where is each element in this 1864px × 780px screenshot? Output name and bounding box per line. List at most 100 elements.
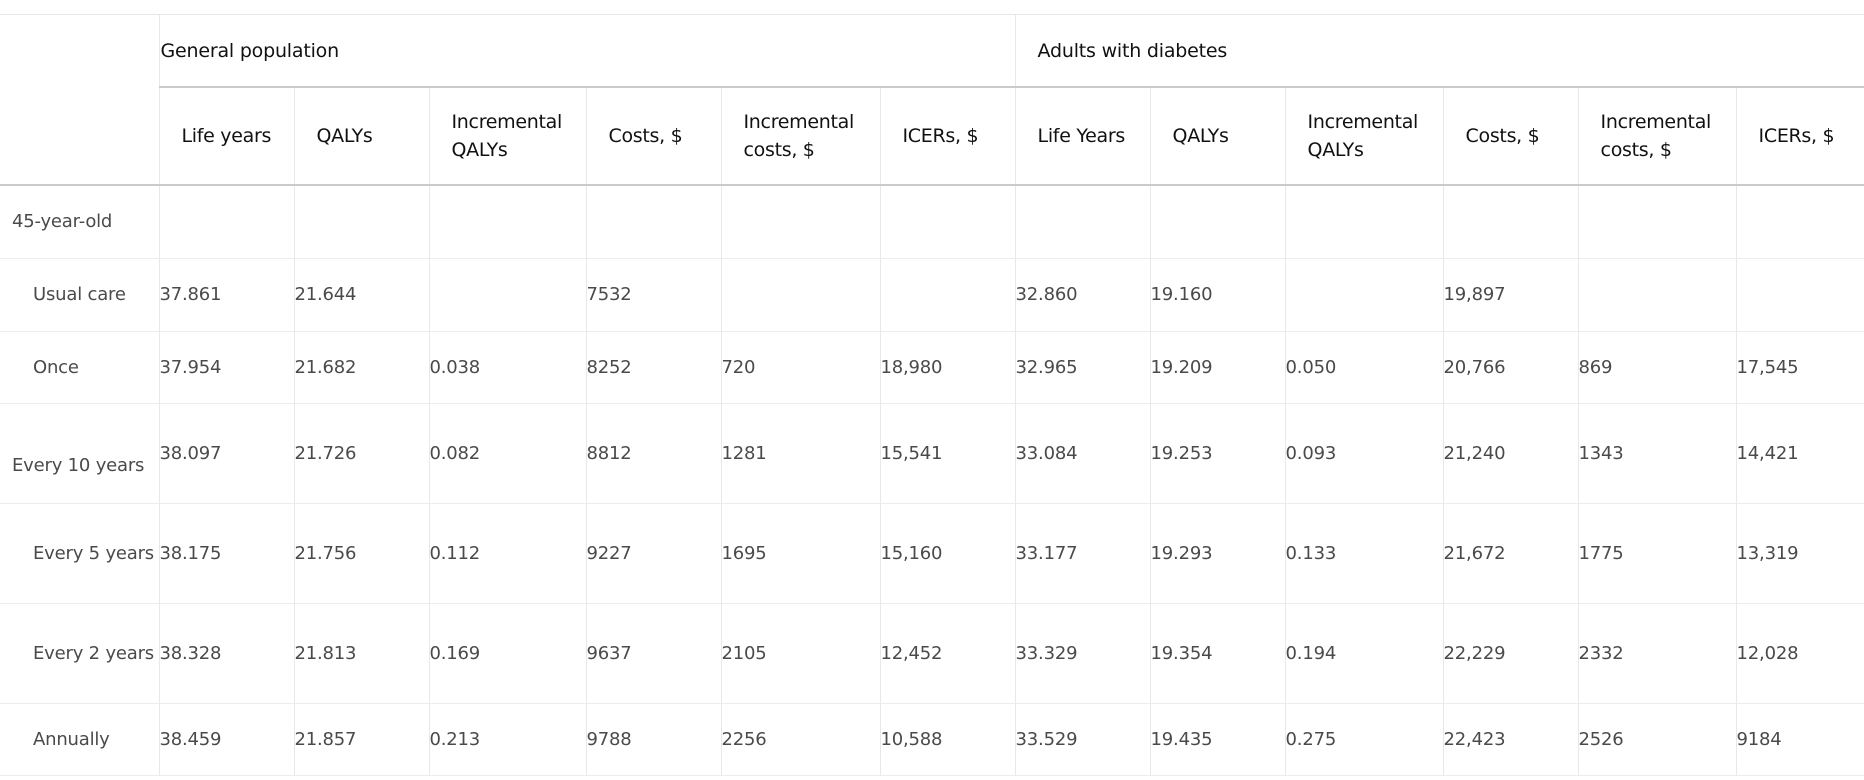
table-cell: 1775 [1577, 503, 1737, 604]
table-cell [1442, 185, 1579, 259]
table-cell: 9184 [1735, 703, 1864, 776]
table-cell: 13,319 [1735, 503, 1864, 604]
table-cell: 21,672 [1442, 503, 1579, 604]
table-cell: 21.756 [293, 503, 429, 604]
table-cell: 33.177 [1014, 503, 1151, 604]
table-top-border [0, 14, 1864, 15]
table-cell: 0.093 [1284, 403, 1444, 504]
table-cell: 8252 [585, 331, 721, 404]
table-cell: 37.954 [158, 331, 294, 404]
table-cell [428, 185, 586, 259]
table-cell: 33.084 [1014, 403, 1151, 504]
table-cell: 19.435 [1149, 703, 1286, 776]
table-cell: 21.682 [293, 331, 429, 404]
table-cell: 9788 [585, 703, 721, 776]
table-cell: 22,423 [1442, 703, 1579, 776]
table-cell: 33.329 [1014, 603, 1151, 704]
table-cell [428, 258, 586, 332]
table-cell: 15,541 [879, 403, 1016, 504]
table-cell: 0.133 [1284, 503, 1444, 604]
table-row: Every 5 years 38.175 21.756 0.112 9227 1… [0, 503, 1864, 604]
table-cell [1284, 185, 1444, 259]
table-cell [879, 258, 1016, 332]
row-label: Every 5 years [0, 503, 159, 604]
table-cell: 19.253 [1149, 403, 1286, 504]
row-label: Every 2 years [0, 603, 159, 704]
results-table: General population Adults with diabetes … [0, 15, 1864, 776]
table-cell: 38.459 [158, 703, 294, 776]
table-cell: 8812 [585, 403, 721, 504]
table-cell [1284, 258, 1444, 332]
table-cell [1577, 258, 1737, 332]
table-cell: 19,897 [1442, 258, 1579, 332]
column-header: Costs, $ [1442, 87, 1579, 186]
table-cell: 19.209 [1149, 331, 1286, 404]
corner-cell [0, 15, 159, 87]
table-cell [1577, 185, 1737, 259]
row-label: Usual care [0, 258, 159, 332]
table-cell [1735, 258, 1864, 332]
table-cell: 0.082 [428, 403, 586, 504]
column-header-row: Life years QALYs Incremental QALYs Costs… [0, 87, 1864, 186]
column-header: ICERs, $ [879, 87, 1016, 186]
column-header: Life Years [1014, 87, 1151, 186]
table-cell: 32.860 [1014, 258, 1151, 332]
group-header-general-population: General population [158, 15, 1016, 88]
column-header: Life years [158, 87, 294, 186]
table-cell: 22,229 [1442, 603, 1579, 704]
row-label: Annually [0, 703, 159, 776]
table-cell: 21.726 [293, 403, 429, 504]
column-header: Incremental QALYs [428, 87, 586, 186]
table-cell: 0.112 [428, 503, 586, 604]
table-cell: 38.097 [158, 403, 294, 504]
table-cell [879, 185, 1016, 259]
column-header: Incremental QALYs [1284, 87, 1444, 186]
table-cell: 21,240 [1442, 403, 1579, 504]
table-cell: 2526 [1577, 703, 1737, 776]
table-cell: 0.275 [1284, 703, 1444, 776]
table-cell: 0.038 [428, 331, 586, 404]
table-row: Every 2 years 38.328 21.813 0.169 9637 2… [0, 603, 1864, 704]
table-cell: 12,452 [879, 603, 1016, 704]
table-cell: 19.293 [1149, 503, 1286, 604]
table-cell: 32.965 [1014, 331, 1151, 404]
column-header: Incremental costs, $ [1577, 87, 1737, 186]
corner-cell [0, 87, 159, 186]
table-cell: 18,980 [879, 331, 1016, 404]
table-cell [158, 185, 294, 259]
row-label: Once [0, 331, 159, 404]
table-cell: 2256 [720, 703, 880, 776]
table-cell: 9637 [585, 603, 721, 704]
row-label: Every 10 years [0, 403, 159, 504]
table-cell: 21.813 [293, 603, 429, 704]
table-cell: 0.213 [428, 703, 586, 776]
table-cell [1149, 185, 1286, 259]
table-cell: 0.194 [1284, 603, 1444, 704]
table-cell: 12,028 [1735, 603, 1864, 704]
table-cell [720, 185, 880, 259]
table-row: Usual care 37.861 21.644 7532 32.860 19.… [0, 258, 1864, 332]
table-row: Annually 38.459 21.857 0.213 9788 2256 1… [0, 703, 1864, 776]
column-header: QALYs [1149, 87, 1286, 186]
table-cell: 33.529 [1014, 703, 1151, 776]
table-cell: 38.175 [158, 503, 294, 604]
table-row: Every 10 years 38.097 21.726 0.082 8812 … [0, 403, 1864, 504]
table-cell: 21.857 [293, 703, 429, 776]
table-cell [293, 185, 429, 259]
table-cell: 1695 [720, 503, 880, 604]
table-cell [1735, 185, 1864, 259]
table-cell: 0.050 [1284, 331, 1444, 404]
table-cell: 38.328 [158, 603, 294, 704]
table-cell: 10,588 [879, 703, 1016, 776]
table-row: Once 37.954 21.682 0.038 8252 720 18,980… [0, 331, 1864, 404]
table-cell [720, 258, 880, 332]
table-cell: 17,545 [1735, 331, 1864, 404]
column-header: Costs, $ [585, 87, 721, 186]
table-row: 45-year-old [0, 185, 1864, 259]
table-cell [1014, 185, 1151, 259]
table-cell: 21.644 [293, 258, 429, 332]
column-header: Incremental costs, $ [720, 87, 880, 186]
table-cell: 20,766 [1442, 331, 1579, 404]
table-cell: 1281 [720, 403, 880, 504]
table-cell: 19.354 [1149, 603, 1286, 704]
